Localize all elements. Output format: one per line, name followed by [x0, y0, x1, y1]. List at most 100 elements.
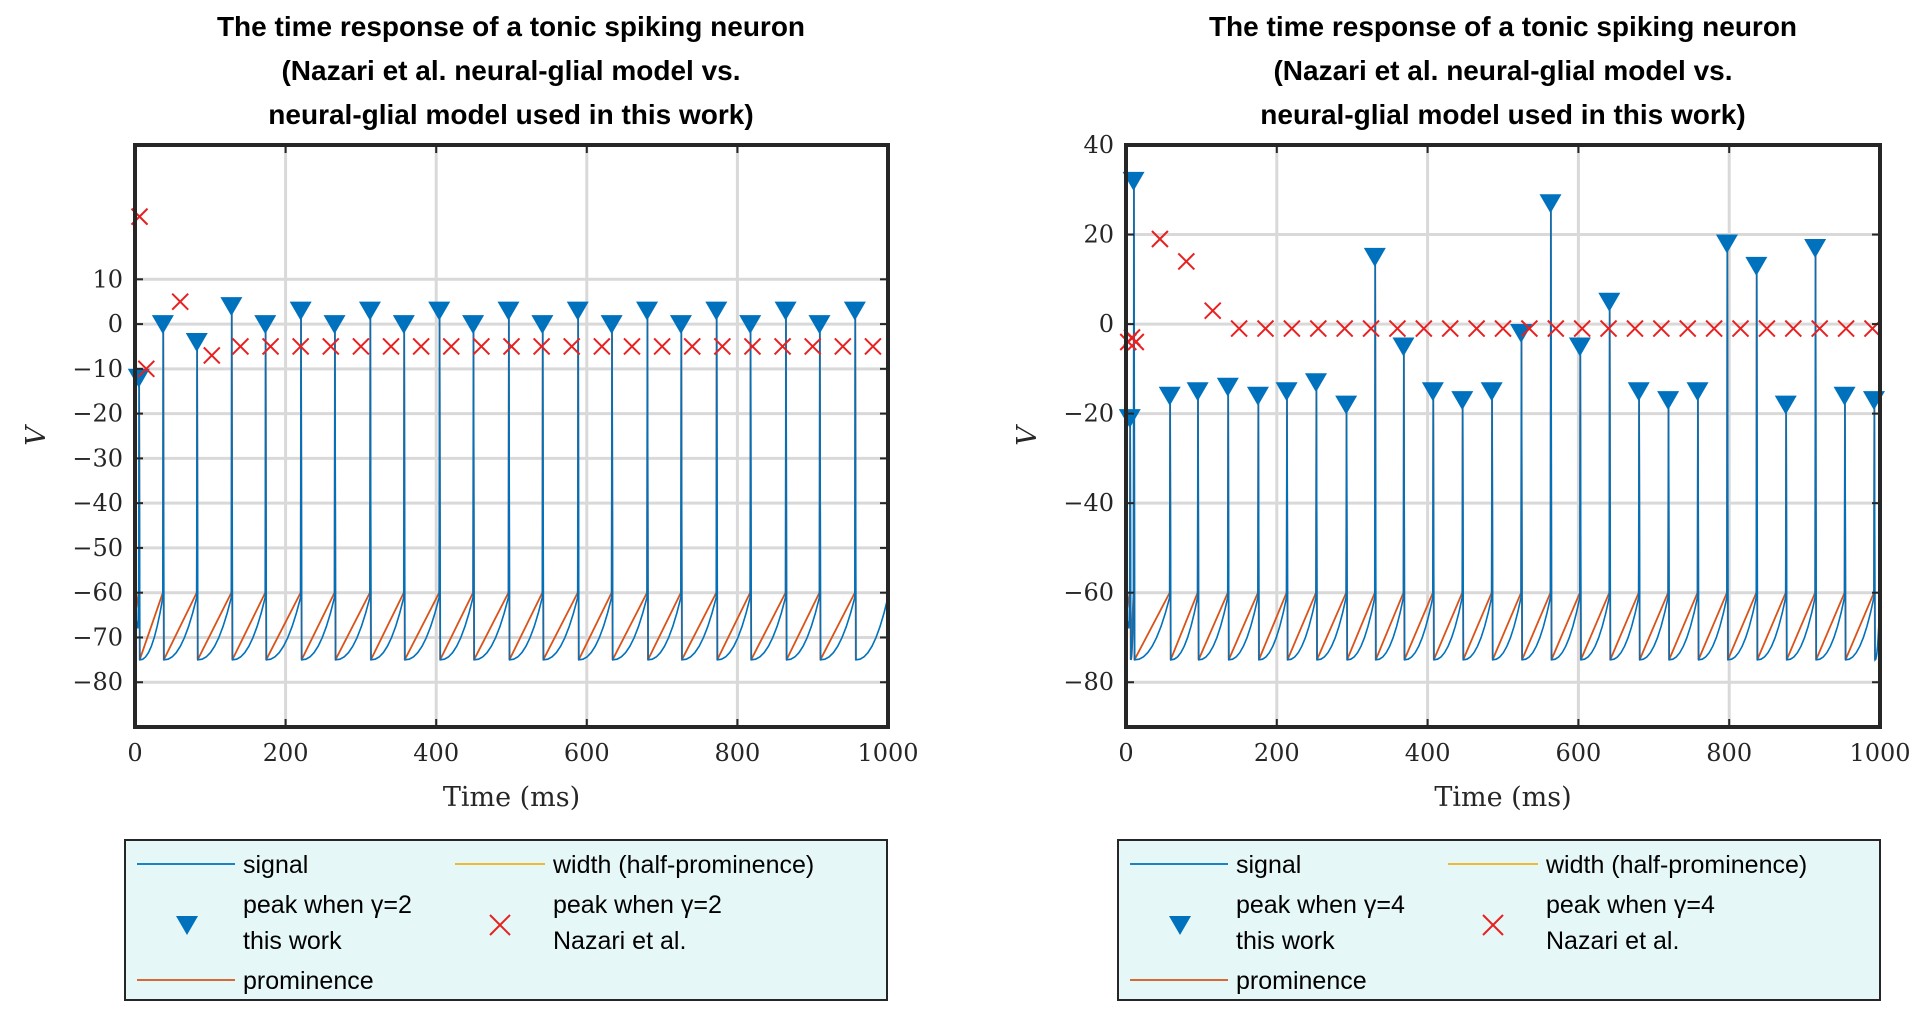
peak-marker-nazari — [1151, 230, 1169, 248]
x-tick-label: 200 — [263, 739, 309, 767]
peak-marker-this-work — [1246, 386, 1269, 406]
y-tick-label: −10 — [72, 355, 123, 383]
peak-marker-nazari — [773, 337, 792, 356]
y-tick-label: −80 — [1063, 668, 1114, 696]
y-tick-label: −50 — [72, 534, 123, 562]
peak-marker-nazari — [1415, 319, 1433, 338]
peak-marker-this-work — [428, 301, 451, 321]
peak-marker-nazari — [1467, 319, 1486, 338]
legend-peak-nazari-label: peak when γ=4 — [1546, 891, 1715, 919]
peak-marker-this-work — [1598, 292, 1621, 312]
peak-marker-this-work — [1216, 377, 1239, 397]
peak-marker-nazari — [1204, 301, 1222, 320]
peak-marker-nazari — [382, 337, 400, 356]
peak-marker-this-work — [1833, 386, 1856, 406]
x-tick-label: 600 — [1555, 739, 1601, 767]
peak-marker-this-work — [669, 315, 692, 335]
peak-marker-nazari — [1652, 319, 1671, 338]
legend: signal width (half-prominence) peak when γ… — [1117, 839, 1881, 1001]
legend-peak-nazari-label: Nazari et al. — [1546, 927, 1679, 955]
peak-marker-nazari — [1547, 319, 1565, 338]
chart-title-line: (Nazari et al. neural-glial model vs. — [281, 55, 740, 86]
peak-marker-nazari — [1388, 319, 1407, 338]
legend-peak-this-work-swatch — [176, 916, 198, 935]
peak-marker-nazari — [563, 337, 581, 356]
legend-peak-this-work-swatch — [1169, 916, 1191, 935]
peak-marker-this-work — [185, 332, 208, 352]
peak-marker-nazari — [231, 337, 250, 356]
peak-marker-this-work — [1392, 337, 1415, 357]
peak-marker-this-work — [1715, 234, 1738, 254]
signal-line — [1126, 180, 1880, 662]
peak-marker-this-work — [739, 315, 762, 335]
peak-marker-nazari — [834, 337, 852, 356]
peak-marker-this-work — [808, 315, 831, 335]
legend-signal-label: signal — [1236, 851, 1301, 879]
y-tick-label: −40 — [1063, 489, 1114, 517]
peak-marker-nazari — [322, 337, 340, 356]
chart-title-line: (Nazari et al. neural-glial model vs. — [1273, 55, 1732, 86]
peak-marker-this-work — [843, 301, 866, 321]
peak-marker-nazari — [291, 337, 310, 356]
peak-marker-this-work — [774, 301, 797, 321]
y-tick-label: 0 — [108, 310, 123, 338]
peak-marker-nazari — [743, 337, 762, 356]
x-tick-label: 1000 — [1849, 739, 1910, 767]
y-tick-label: −20 — [72, 400, 123, 428]
x-tick-label: 0 — [1118, 739, 1133, 767]
chart-1: The time response of a tonic spiking neu… — [21, 11, 919, 1001]
peak-marker-this-work — [1158, 386, 1181, 406]
peak-marker-nazari — [532, 337, 551, 356]
legend-peak-nazari-swatch — [489, 914, 511, 936]
peak-marker-nazari — [1177, 252, 1196, 271]
signal-line — [135, 306, 888, 661]
peak-marker-this-work — [1745, 256, 1768, 276]
peak-marker-nazari — [1520, 319, 1539, 338]
legend-width-label: width (half-prominence) — [1545, 851, 1807, 879]
x-tick-label: 800 — [1706, 739, 1752, 767]
peak-marker-this-work — [1363, 247, 1386, 267]
x-tick-label: 400 — [413, 739, 459, 767]
y-tick-label: 40 — [1083, 131, 1114, 159]
y-tick-label: −60 — [72, 579, 123, 607]
peak-marker-this-work — [1186, 382, 1209, 402]
peak-marker-this-work — [1686, 382, 1709, 402]
y-tick-label: −80 — [72, 668, 123, 696]
peak-marker-nazari — [352, 337, 370, 356]
axes-box — [133, 143, 890, 729]
peak-marker-this-work — [1480, 382, 1503, 402]
legend-peak-nazari-swatch — [1482, 914, 1504, 936]
peak-marker-nazari — [713, 337, 732, 356]
peak-marker-this-work — [289, 301, 312, 321]
peak-marker-nazari — [1837, 319, 1855, 338]
chart-2: The time response of a tonic spiking neu… — [1012, 11, 1911, 1001]
x-tick-label: 0 — [127, 739, 142, 767]
peak-marker-this-work — [566, 301, 589, 321]
peak-marker-this-work — [1568, 337, 1591, 357]
peak-marker-this-work — [323, 315, 346, 335]
peak-marker-nazari — [137, 360, 156, 378]
peak-marker-nazari — [683, 337, 701, 356]
peak-marker-nazari — [412, 337, 430, 356]
y-tick-label: 20 — [1083, 221, 1114, 249]
axes-box — [1124, 143, 1882, 729]
peak-marker-nazari — [1705, 319, 1723, 338]
peak-marker-this-work — [1122, 171, 1145, 191]
chart-title-line: neural-glial model used in this work) — [1260, 99, 1745, 130]
peak-marker-nazari — [1626, 319, 1644, 338]
legend-signal-label: signal — [243, 851, 308, 879]
plot-area — [1126, 145, 1880, 727]
peak-marker-this-work — [1305, 373, 1328, 393]
legend-prominence-label: prominence — [243, 967, 374, 995]
plot-area — [135, 145, 888, 727]
peak-marker-this-work — [1804, 238, 1827, 258]
peak-marker-nazari — [1335, 319, 1354, 338]
peak-marker-nazari — [653, 337, 671, 356]
legend-peak-this-work-label: peak when γ=2 — [243, 891, 412, 919]
x-tick-label: 1000 — [857, 739, 918, 767]
peak-marker-this-work — [1539, 194, 1562, 214]
x-tick-label: 800 — [714, 739, 760, 767]
x-tick-label: 200 — [1254, 739, 1300, 767]
chart-title-line: neural-glial model used in this work) — [268, 99, 753, 130]
